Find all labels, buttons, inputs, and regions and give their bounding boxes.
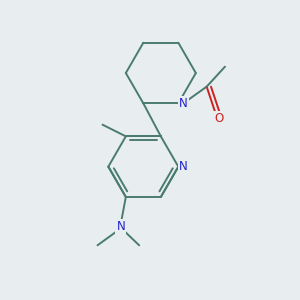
Text: N: N [116,220,125,233]
Text: N: N [179,160,188,173]
Text: O: O [214,112,224,125]
Text: N: N [179,97,188,110]
